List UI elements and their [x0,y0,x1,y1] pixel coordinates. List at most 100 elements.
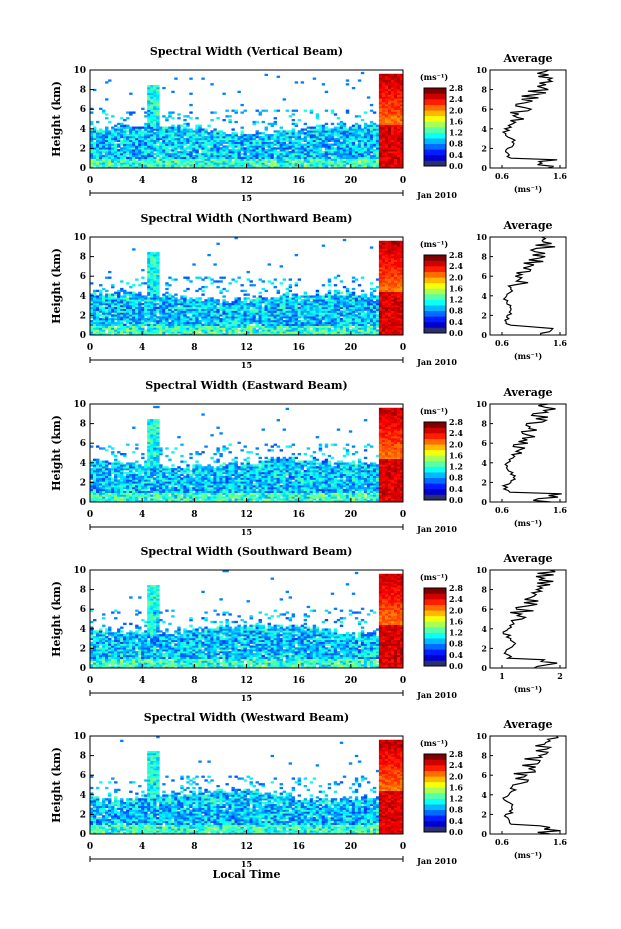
heatmap-cell [297,278,302,281]
heatmap-cell [204,139,208,143]
heatmap-cell [327,278,332,281]
heatmap-cell [294,158,299,161]
heatmap-cell [267,141,271,144]
heatmap-cell [339,297,344,300]
heatmap-cell [186,154,190,158]
heatmap-cell [387,297,392,300]
heatmap-cell [222,304,226,308]
heatmap-cell [354,319,359,323]
heatmap-cell [267,302,271,306]
heatmap-cell [171,145,175,148]
heatmap-cell [117,158,121,161]
heatmap-cell [297,137,302,141]
heatmap-cell [150,274,154,277]
heatmap-cell [183,115,187,118]
heatmap-cell [177,141,181,144]
heatmap-cell [111,158,115,161]
heatmap-cell [171,158,175,161]
heatmap-cell [171,306,175,310]
heatmap-cell [204,327,208,330]
heatmap-cell [195,318,199,321]
heatmap-cell [240,162,244,165]
x-tick-label: 12 [240,176,253,186]
heatmap-cell [264,137,268,141]
heatmap-cell [366,149,371,152]
heatmap-cell [201,145,205,148]
heatmap-cell [228,282,232,285]
heatmap-cell [279,139,284,143]
heatmap-cell [387,166,392,169]
heatmap-cell [153,102,157,105]
heatmap-cell [162,318,166,321]
heatmap-cell [183,306,187,310]
heatmap-cell [381,308,386,311]
heatmap-cell [267,329,271,332]
y-tick-label: 4 [80,125,86,135]
heatmap-cell [123,137,127,141]
heatmap-cell [366,160,371,163]
heatmap-cell [99,302,103,306]
heatmap-cell [390,160,395,163]
heatmap-cell [222,329,226,332]
heatmap-cell [90,321,94,325]
heatmap-cell [288,302,293,306]
heatmap-cell [270,160,274,163]
heatmap-cell [213,164,217,167]
heatmap-cell [192,130,196,133]
heatmap-cell [345,145,350,148]
heatmap-cell [288,158,293,161]
heatmap-cell [300,164,305,167]
heatmap-cell [138,333,142,336]
heatmap-cell [297,147,302,150]
heatmap-cell [108,160,112,163]
heatmap-cell [384,139,389,143]
heatmap-cell [165,134,169,137]
heatmap-cell [315,141,320,144]
heatmap-cell [105,134,109,137]
heatmap-cell [381,145,386,148]
heatmap-cell [351,147,356,150]
heatmap-cell [306,301,311,304]
heatmap-cell [144,299,148,302]
heatmap-cell [162,143,166,146]
heatmap-cell [144,302,148,306]
heatmap-cell [105,137,109,141]
heatmap-cell [255,141,259,144]
heatmap-cell [261,151,265,154]
heatmap-cell [174,308,178,311]
heatmap-cell [369,149,374,152]
heatmap-cell [318,312,323,315]
heatmap-cell [93,333,97,336]
heatmap-cell [135,316,139,319]
heatmap-cell [174,151,178,154]
heatmap-cell [348,308,353,311]
heatmap-cell [240,141,244,144]
heatmap-cell [96,310,100,313]
heatmap-cell [306,141,311,144]
heatmap-cell [360,321,365,325]
heatmap-cell [192,319,196,323]
heatmap-cell [261,312,265,315]
heatmap-cell [396,105,401,109]
heatmap-cell [381,278,386,281]
heatmap-cell [336,274,341,277]
heatmap-cell [96,308,100,311]
heatmap-cell [201,327,205,330]
heatmap-cell [381,287,386,291]
heatmap-cell [153,105,157,109]
heatmap-cell [189,325,193,328]
heatmap-cell [135,333,139,336]
heatmap-cell [186,278,190,281]
heatmap-cell [291,314,296,317]
heatmap-cell [144,132,148,135]
heatmap-cell [306,143,311,146]
heatmap-cell [147,160,151,163]
heatmap-cell [261,160,265,163]
heatmap-cell [369,293,374,296]
heatmap-cell [120,319,124,323]
heatmap-cell [372,162,377,165]
heatmap-cell [354,295,359,298]
heatmap-cell [165,321,169,325]
heatmap-cell [210,139,214,143]
heatmap-cell [384,120,389,124]
